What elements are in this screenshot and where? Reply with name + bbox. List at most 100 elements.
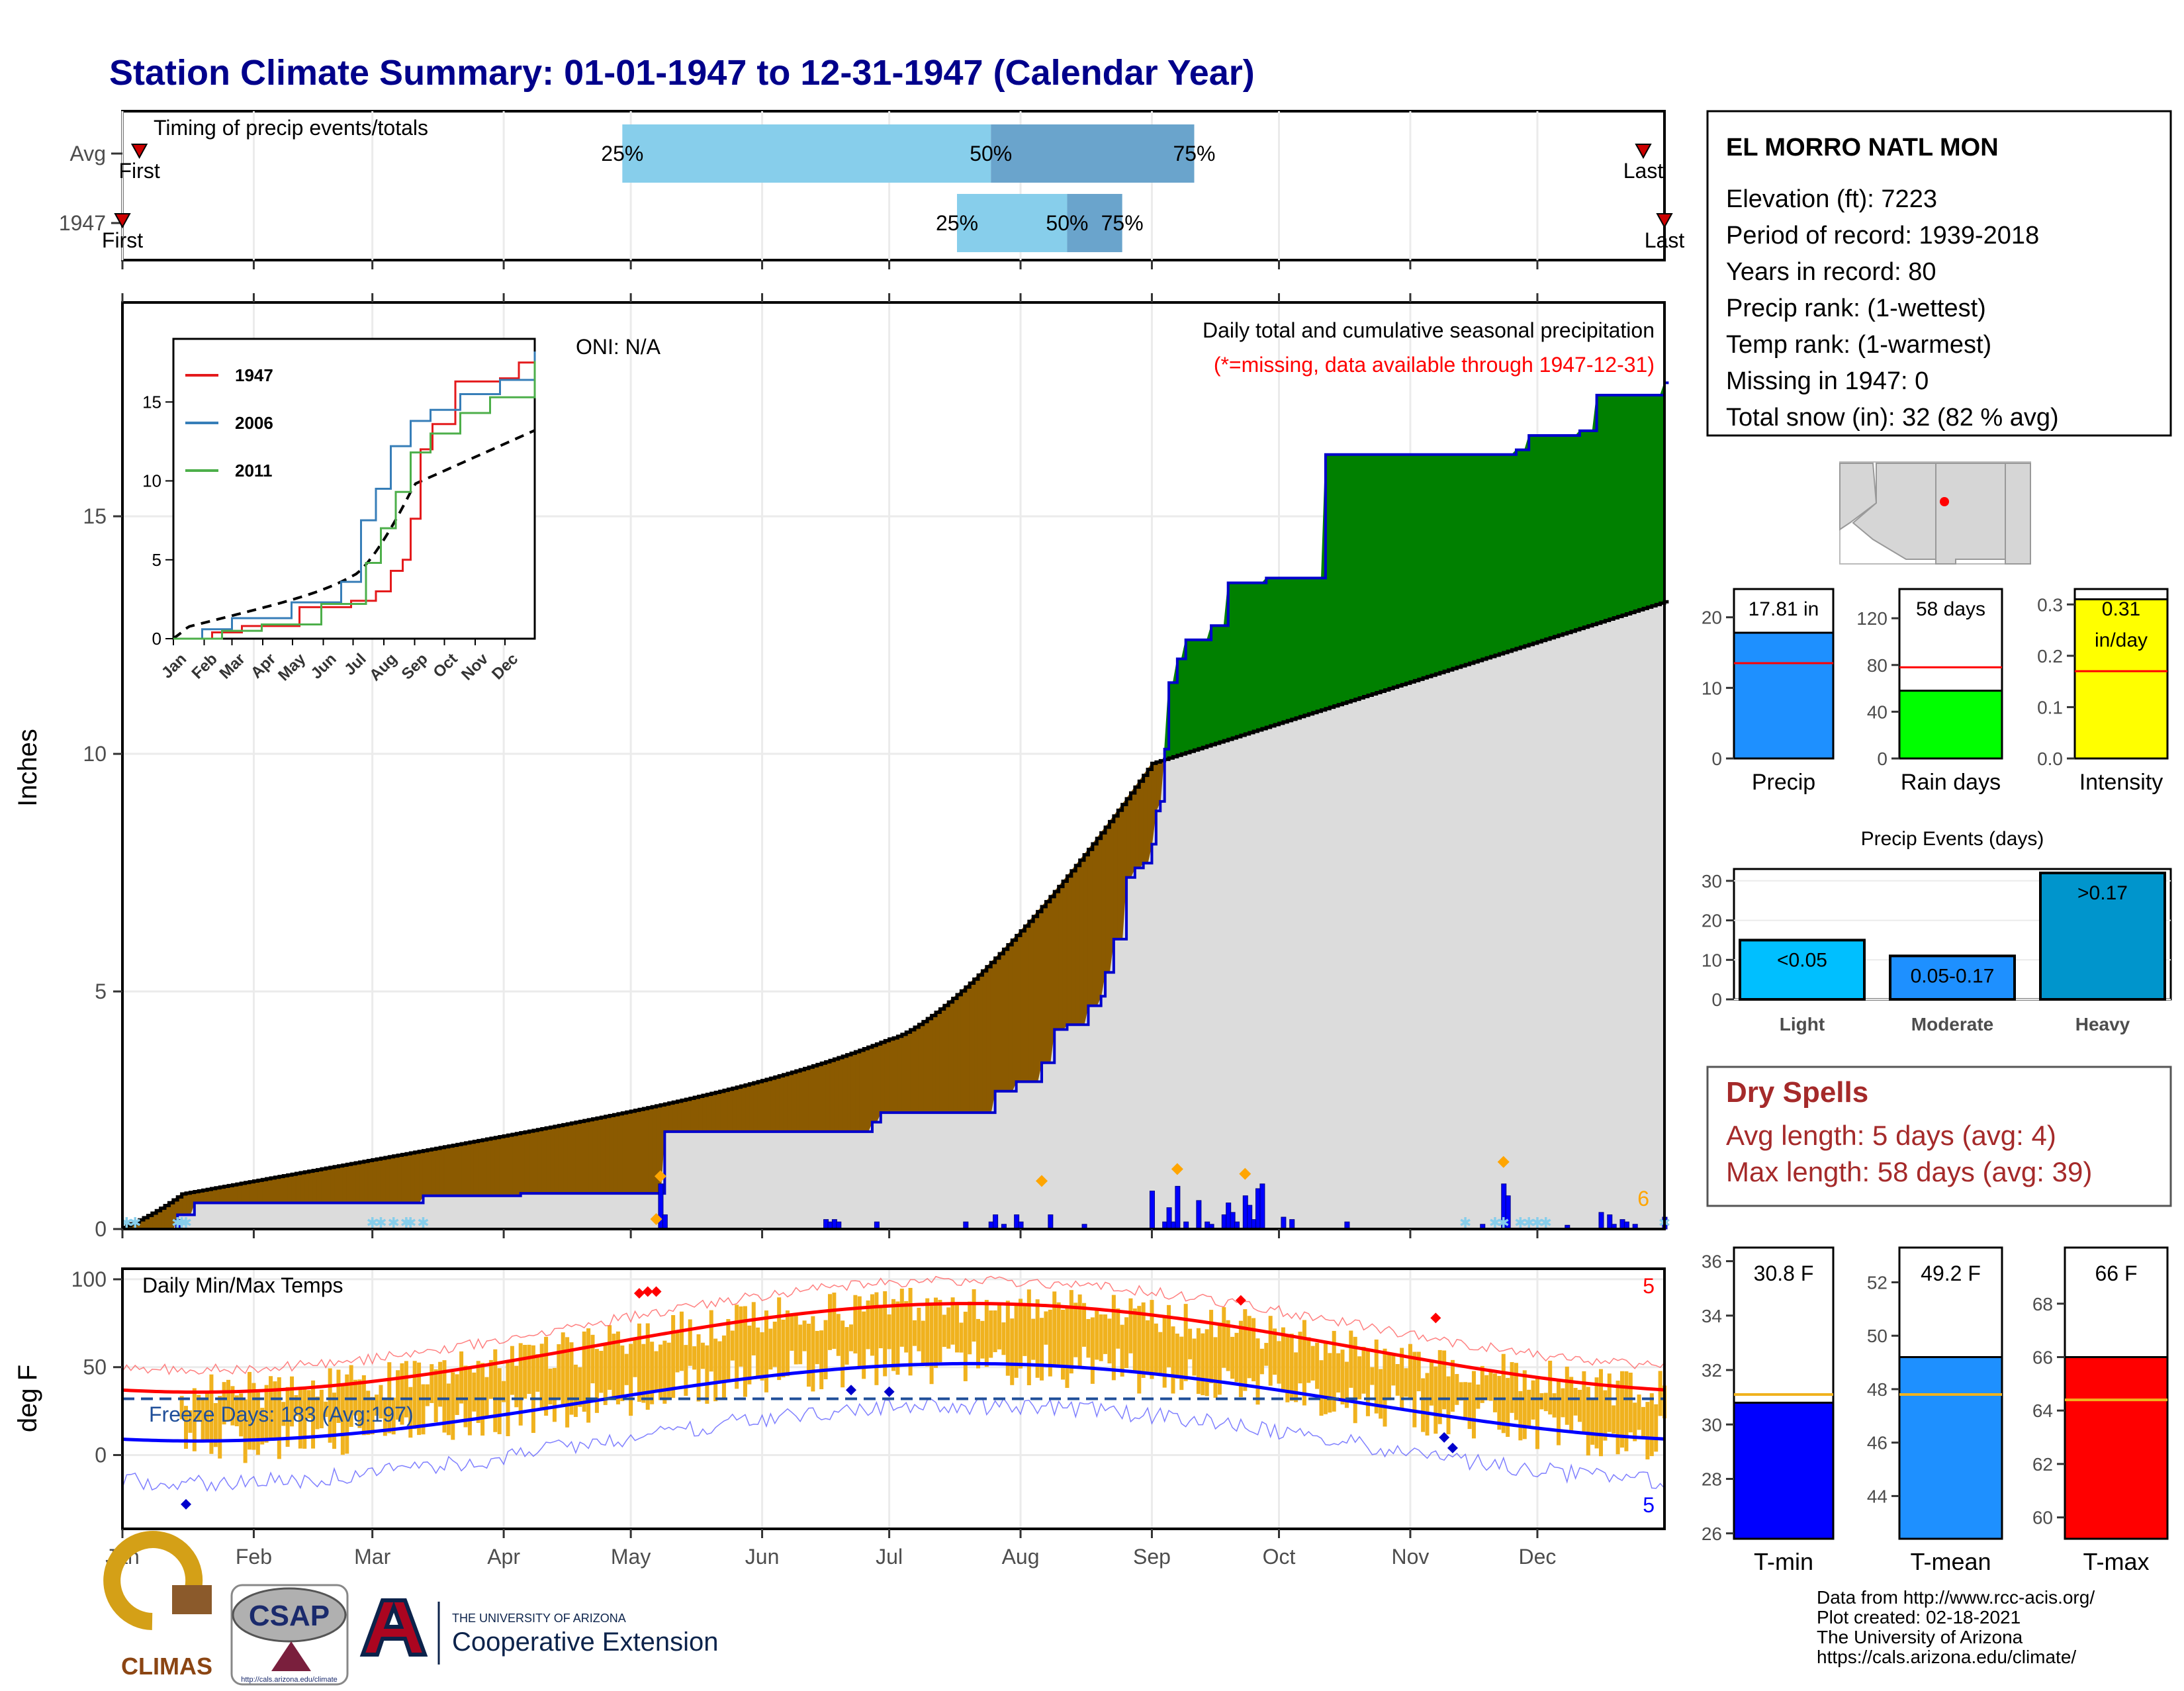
dry-fill bbox=[1007, 939, 1013, 1092]
daily-temp-bar bbox=[408, 1387, 413, 1438]
daily-temp-bar bbox=[968, 1301, 972, 1355]
wet-fill bbox=[1198, 639, 1203, 749]
daily-temp-bar bbox=[1044, 1311, 1048, 1345]
dry-fill bbox=[677, 1099, 682, 1132]
station-info-line: Period of record: 1939-2018 bbox=[1726, 222, 2039, 250]
temp-bar-ytick-label: 62 bbox=[2032, 1454, 2053, 1475]
daily-temp-bar bbox=[1247, 1316, 1251, 1379]
daily-temp-bar bbox=[853, 1295, 858, 1353]
inset-normal-line bbox=[172, 429, 535, 639]
wet-fill bbox=[1630, 394, 1635, 614]
daily-temp-bar bbox=[1103, 1314, 1108, 1354]
daily-temp-bar bbox=[506, 1361, 510, 1436]
station-info-line: Elevation (ft): 7223 bbox=[1726, 185, 1937, 213]
temp-bar-value: 49.2 F bbox=[1921, 1261, 1981, 1285]
wet-fill bbox=[1541, 435, 1547, 641]
dry-fill bbox=[359, 1161, 365, 1204]
daily-temp-bar bbox=[1183, 1304, 1188, 1381]
wet-fill bbox=[1232, 582, 1237, 739]
summary-bar-ytick-label: 0.3 bbox=[2037, 594, 2063, 615]
dry-fill bbox=[952, 993, 958, 1113]
daily-temp-bar bbox=[539, 1344, 544, 1409]
wet-fill bbox=[1392, 454, 1398, 688]
dry-fill bbox=[715, 1091, 721, 1132]
daily-temp-bar bbox=[624, 1353, 629, 1385]
wet-fill bbox=[1554, 435, 1559, 637]
daily-temp-bar bbox=[1370, 1367, 1375, 1385]
temp-bar-ytick-label: 60 bbox=[2032, 1508, 2053, 1528]
daily-temp-bar bbox=[336, 1369, 341, 1423]
climas-logo-text: CLIMAS bbox=[121, 1653, 212, 1680]
dry-fill bbox=[927, 1015, 933, 1113]
daily-temp-bar bbox=[1365, 1349, 1370, 1416]
daily-temp-bar bbox=[1379, 1369, 1383, 1419]
dry-fill bbox=[639, 1108, 644, 1194]
dry-fill bbox=[512, 1133, 517, 1197]
dry-fill bbox=[334, 1165, 339, 1204]
inset-ytick-label: 5 bbox=[152, 550, 161, 570]
daily-temp-bar bbox=[608, 1325, 612, 1390]
dry-fill bbox=[706, 1093, 712, 1132]
footer-line: https://cals.arizona.edu/climate/ bbox=[1817, 1647, 2076, 1667]
temp-bar-value: 30.8 F bbox=[1754, 1261, 1814, 1285]
daily-temp-bar bbox=[459, 1351, 464, 1404]
wet-fill bbox=[1265, 577, 1271, 728]
daily-temp-bar bbox=[1107, 1318, 1112, 1364]
daily-temp-bar bbox=[1302, 1320, 1306, 1406]
dry-fill bbox=[1087, 843, 1093, 1007]
daily-temp-bar bbox=[806, 1324, 811, 1387]
inset-ytick-label: 0 bbox=[152, 629, 161, 649]
wet-fill bbox=[1249, 582, 1254, 733]
daily-temp-bar bbox=[451, 1372, 455, 1440]
dry-fill bbox=[439, 1146, 445, 1197]
snow-marker: ✱ bbox=[366, 1214, 378, 1231]
daily-temp-bar bbox=[811, 1316, 815, 1392]
extreme-precip-marker bbox=[654, 1170, 666, 1183]
daily-temp-bar bbox=[1171, 1326, 1175, 1394]
snow-marker: ✱ bbox=[129, 1214, 141, 1231]
daily-temp-bar bbox=[1421, 1378, 1426, 1432]
month-label: Oct bbox=[1263, 1545, 1296, 1569]
daily-temp-bar bbox=[1637, 1394, 1641, 1430]
record-high-marker bbox=[633, 1288, 645, 1299]
timing-p25-label: 25% bbox=[936, 211, 978, 235]
daily-temp-bar bbox=[213, 1402, 218, 1447]
avg-min-line bbox=[122, 1361, 1665, 1443]
daily-temp-bar bbox=[760, 1332, 764, 1381]
dry-fill bbox=[537, 1128, 543, 1194]
dry-fill bbox=[774, 1075, 780, 1132]
daily-temp-bar bbox=[1569, 1377, 1574, 1433]
wet-fill bbox=[1202, 639, 1208, 748]
timing-row-label: Avg bbox=[69, 142, 106, 165]
precip-frame bbox=[121, 301, 1666, 1230]
station-info-box: EL MORRO NATL MON Elevation (ft): 7223 Per… bbox=[1706, 110, 2172, 437]
daily-temp-bar bbox=[768, 1328, 773, 1370]
daily-temp-bar bbox=[938, 1299, 942, 1363]
dry-fill bbox=[817, 1062, 822, 1132]
daily-temp-bar bbox=[1543, 1393, 1548, 1412]
daily-temp-bar bbox=[467, 1366, 472, 1436]
daily-temp-bar bbox=[430, 1364, 434, 1403]
temp-bar-ytick-label: 50 bbox=[1867, 1326, 1888, 1346]
daily-temp-bar bbox=[455, 1374, 459, 1415]
daily-temp-bar bbox=[230, 1386, 235, 1426]
daily-temp-bar bbox=[891, 1299, 895, 1371]
daily-temp-bar bbox=[1196, 1328, 1201, 1394]
wet-fill bbox=[1240, 582, 1246, 736]
dry-fill bbox=[956, 990, 962, 1113]
daily-temp-bar bbox=[1073, 1303, 1078, 1357]
daily-temp-bar bbox=[1501, 1353, 1506, 1434]
snow-marker: ✱ bbox=[175, 1214, 187, 1231]
daily-temp-bar bbox=[1624, 1371, 1629, 1451]
daily-temp-bar bbox=[442, 1360, 447, 1433]
daily-temp-bar bbox=[870, 1294, 874, 1356]
map-state-ca bbox=[1839, 463, 1878, 531]
summary-bar-value: 58 days bbox=[1916, 598, 1985, 620]
daily-temp-bar bbox=[590, 1334, 595, 1384]
dry-fill bbox=[410, 1152, 416, 1204]
inset-legend-label: 2006 bbox=[235, 413, 273, 433]
wet-fill bbox=[1308, 577, 1314, 715]
daily-temp-bar bbox=[255, 1393, 260, 1455]
wet-fill bbox=[1210, 625, 1216, 745]
daily-temp-bar bbox=[794, 1312, 798, 1365]
